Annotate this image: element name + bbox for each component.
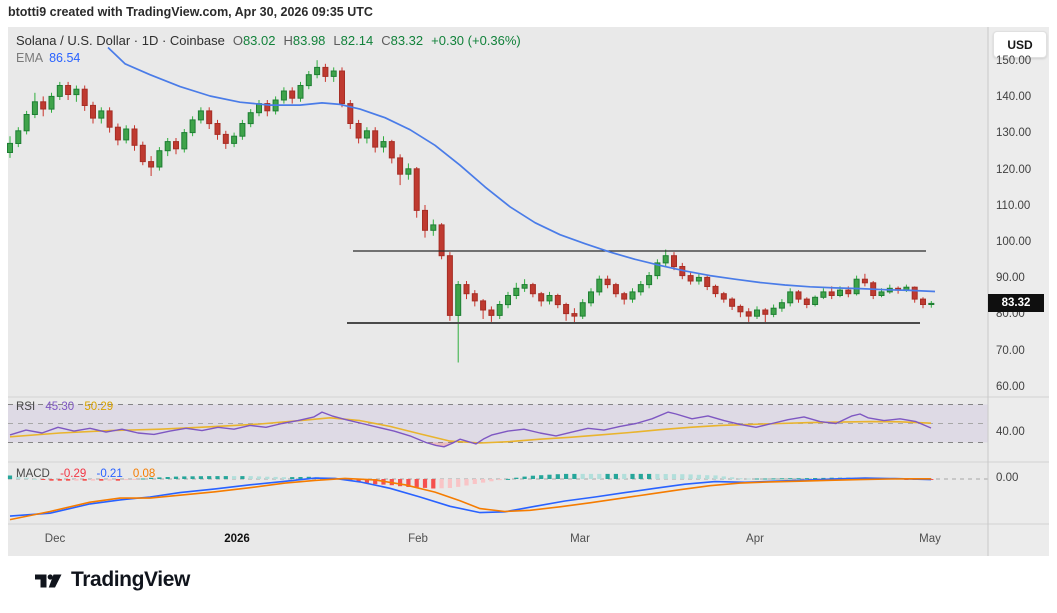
tradingview-logo-text: TradingView xyxy=(71,568,190,591)
ema-value: 86.54 xyxy=(49,51,81,65)
ohlc-value: 82.14 xyxy=(340,33,374,48)
ema-line xyxy=(107,46,936,293)
symbol-header: Solana / U.S. Dollar · 1D · Coinbase O83.… xyxy=(16,33,521,48)
price-axis-label: 100.00 xyxy=(996,236,1032,248)
ohlc-label: L xyxy=(333,33,341,48)
attribution-text: btotti9 created with TradingView.com, Ap… xyxy=(8,5,373,19)
time-axis-label: May xyxy=(919,533,941,545)
macd-title: MACD xyxy=(16,468,50,480)
ohlc-value: 83.32 xyxy=(390,33,424,48)
rsi-axis-label: 40.00 xyxy=(996,426,1025,438)
macd-signal-line xyxy=(9,477,931,521)
macd-histogram-value: -0.29 xyxy=(60,468,87,480)
tradingview-logo-icon xyxy=(35,574,62,588)
price-axis-background[interactable] xyxy=(988,27,1049,556)
time-axis-label: Dec xyxy=(44,533,66,545)
ema-label: EMA xyxy=(16,51,44,65)
time-axis-label: 2026 xyxy=(224,533,250,545)
change-value: +0.30 (+0.36%) xyxy=(431,33,521,48)
time-axis-label: Apr xyxy=(746,533,764,545)
ohlc-label: O xyxy=(232,33,243,48)
price-axis-label: 90.00 xyxy=(996,272,1025,284)
price-axis-label: 70.00 xyxy=(996,345,1025,357)
price-axis-label: 60.00 xyxy=(996,381,1025,393)
price-axis-label: 140.00 xyxy=(996,91,1032,103)
macd-legend: MACD -0.29 -0.21 0.08 xyxy=(16,468,155,480)
price-axis-label: 120.00 xyxy=(996,164,1032,176)
rsi-ma-value: 50.29 xyxy=(84,401,114,413)
ema-legend: EMA 86.54 xyxy=(16,51,80,65)
rsi-ma-line xyxy=(9,417,932,444)
macd-line xyxy=(9,477,932,517)
price-axis-label: 130.00 xyxy=(996,127,1032,139)
ohlc-label: H xyxy=(283,33,293,48)
candles-layer xyxy=(7,60,935,363)
ohlc-label: C xyxy=(381,33,391,48)
last-price-badge: 83.32 xyxy=(988,294,1044,312)
time-axis-label: Mar xyxy=(570,533,590,545)
currency-toggle-button[interactable]: USD xyxy=(993,31,1047,58)
symbol-title: Solana / U.S. Dollar · 1D · Coinbase xyxy=(16,33,225,48)
tradingview-logo[interactable]: TradingView xyxy=(34,566,190,594)
rsi-legend: RSI 45.30 50.29 xyxy=(16,401,113,413)
macd-signal-value: 0.08 xyxy=(132,468,156,480)
rsi-line xyxy=(9,411,932,448)
ohlc-value: 83.02 xyxy=(242,33,276,48)
ohlc-values: O83.02 H83.98 L82.14 C83.32 xyxy=(225,33,423,48)
macd-line-value: -0.21 xyxy=(96,468,123,480)
rsi-title: RSI xyxy=(16,401,36,413)
rsi-value: 45.30 xyxy=(45,401,75,413)
ohlc-value: 83.98 xyxy=(292,33,326,48)
price-axis-label: 110.00 xyxy=(996,200,1031,212)
price-axis-label: 150.00 xyxy=(996,55,1032,67)
macd-axis-label: 0.00 xyxy=(996,472,1019,484)
time-axis-label: Feb xyxy=(408,533,428,545)
